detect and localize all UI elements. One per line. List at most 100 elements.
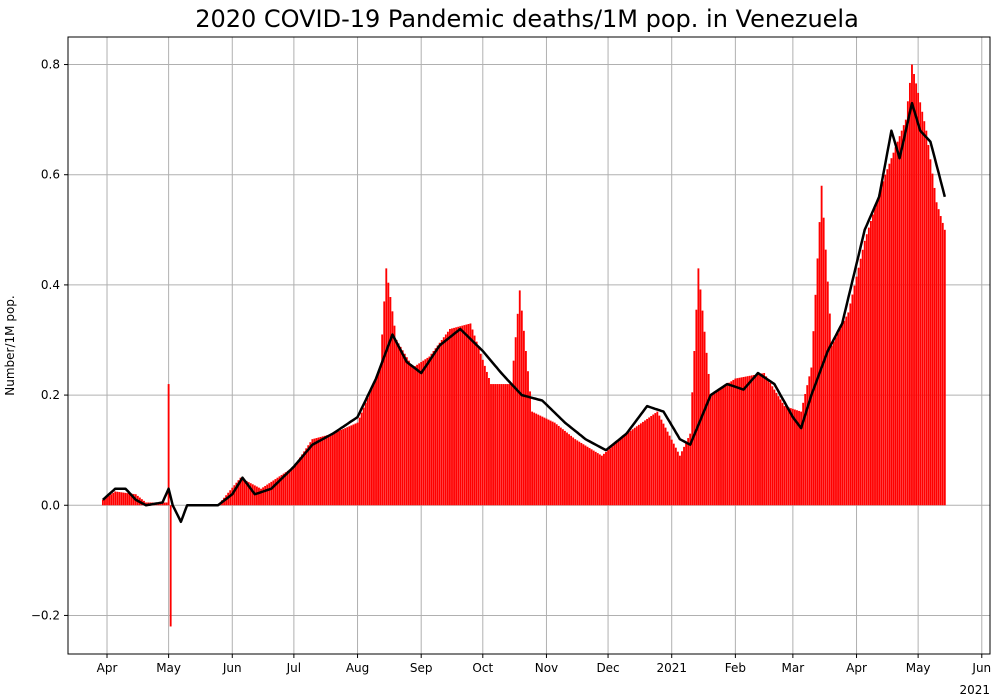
bar (110, 494, 113, 506)
bar (533, 412, 536, 506)
bar (607, 450, 609, 506)
bar (902, 125, 905, 506)
bar (718, 389, 720, 506)
bar (473, 335, 476, 506)
bar (436, 345, 439, 506)
bar (321, 436, 324, 506)
bar (539, 415, 542, 506)
bar (927, 144, 930, 506)
bar (633, 427, 636, 506)
bar (543, 417, 546, 506)
bar (514, 337, 517, 506)
bar (662, 423, 665, 506)
bar (393, 325, 396, 506)
bar (522, 330, 525, 506)
bar (346, 427, 349, 506)
bar (781, 402, 784, 506)
bar (315, 438, 318, 506)
bar (576, 440, 579, 506)
bar (744, 376, 747, 506)
bar (878, 194, 881, 506)
bar (767, 379, 770, 506)
bar (765, 376, 768, 506)
bar (697, 268, 700, 506)
bar (463, 325, 466, 506)
bar (243, 479, 246, 506)
bar (416, 364, 419, 506)
bar (740, 377, 743, 506)
y-tick-label: −0.2 (31, 608, 60, 622)
bar (627, 432, 630, 506)
bar (869, 220, 872, 506)
y-axis-label: Number/1M pop. (3, 295, 17, 395)
bar (646, 418, 648, 506)
bar (911, 64, 913, 506)
bar (699, 289, 702, 506)
bar (941, 222, 944, 506)
bar (510, 384, 513, 506)
bar (935, 202, 938, 506)
bar (106, 496, 108, 506)
bar (412, 367, 414, 506)
bar (258, 487, 260, 506)
bar (734, 378, 737, 506)
bar (849, 303, 852, 506)
bar (475, 341, 478, 506)
bar (931, 173, 934, 506)
bar (132, 493, 135, 506)
bar (615, 442, 618, 506)
bar (915, 83, 917, 506)
bar (418, 363, 421, 506)
bar (642, 421, 644, 506)
bar (658, 415, 661, 506)
bar (917, 92, 920, 506)
bar (611, 446, 614, 506)
bar (584, 445, 587, 506)
bar (800, 411, 803, 506)
bar (387, 282, 390, 506)
bar (350, 425, 353, 506)
bar (377, 372, 379, 506)
bar (268, 483, 271, 506)
x-tick-label: Oct (472, 661, 493, 675)
bar (588, 448, 591, 506)
bar (689, 433, 692, 506)
bar (342, 429, 345, 506)
bar (666, 431, 669, 506)
x-tick-label: May (156, 661, 181, 675)
x-tick-label: Jul (286, 661, 301, 675)
bar (518, 290, 521, 506)
bar (395, 339, 398, 506)
bar (582, 444, 585, 506)
bar (469, 323, 472, 506)
bar (366, 397, 369, 506)
bar (559, 427, 562, 506)
moving-average-line (102, 101, 947, 524)
bar (309, 442, 312, 506)
bar (724, 385, 727, 506)
bar (529, 391, 531, 506)
bar (818, 222, 821, 506)
bar (401, 350, 404, 506)
bar (373, 382, 375, 506)
bar (299, 457, 301, 506)
bar (664, 427, 667, 506)
bar (650, 416, 653, 506)
bar (943, 229, 946, 506)
bar (609, 448, 612, 506)
bar (939, 216, 942, 506)
bar (278, 476, 281, 506)
bar (894, 147, 897, 506)
bar (835, 337, 837, 506)
bar (637, 424, 640, 506)
x-tick-label: Sep (410, 661, 433, 675)
bar (338, 430, 340, 506)
bar (266, 484, 269, 506)
bar (793, 409, 796, 506)
bar (726, 384, 729, 506)
bar (549, 420, 552, 506)
bar (231, 487, 234, 506)
bar (742, 376, 745, 506)
bar (644, 420, 646, 506)
bar (370, 387, 373, 506)
